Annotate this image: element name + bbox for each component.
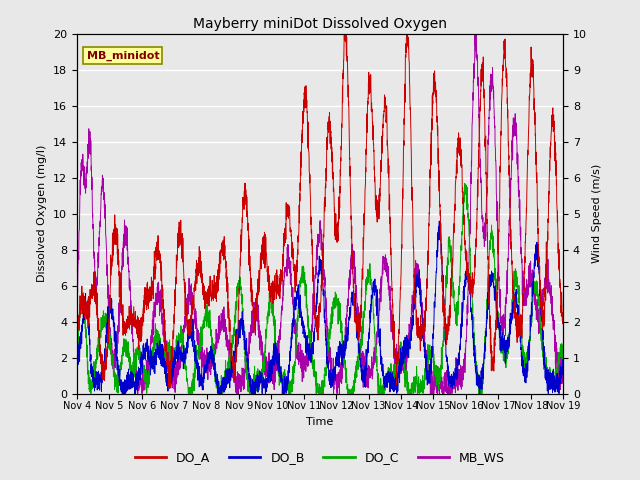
Legend: DO_A, DO_B, DO_C, MB_WS: DO_A, DO_B, DO_C, MB_WS — [130, 446, 510, 469]
Y-axis label: Wind Speed (m/s): Wind Speed (m/s) — [593, 164, 602, 263]
Text: MB_minidot: MB_minidot — [86, 51, 159, 61]
Title: Mayberry miniDot Dissolved Oxygen: Mayberry miniDot Dissolved Oxygen — [193, 17, 447, 31]
X-axis label: Time: Time — [307, 417, 333, 427]
Y-axis label: Dissolved Oxygen (mg/l): Dissolved Oxygen (mg/l) — [37, 145, 47, 282]
